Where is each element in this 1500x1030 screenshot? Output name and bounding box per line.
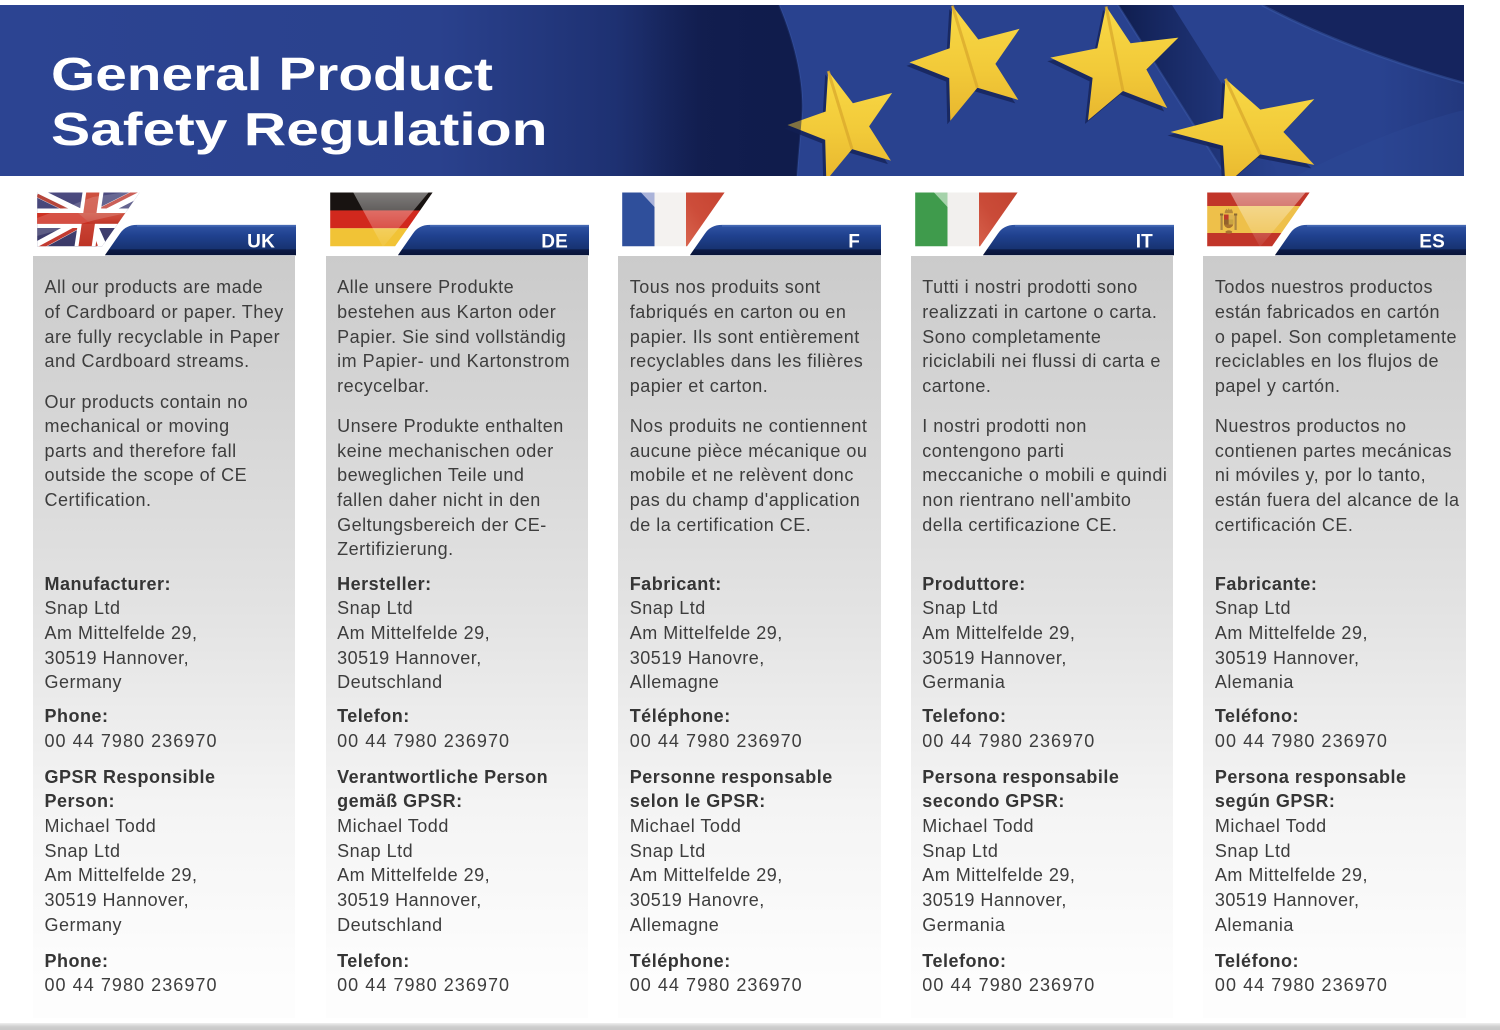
svg-text:IT: IT [1136, 232, 1153, 253]
svg-text:DE: DE [541, 232, 568, 253]
svg-text:ES: ES [1420, 232, 1446, 253]
svg-text:F: F [848, 232, 860, 253]
svg-text:UK: UK [247, 232, 275, 253]
